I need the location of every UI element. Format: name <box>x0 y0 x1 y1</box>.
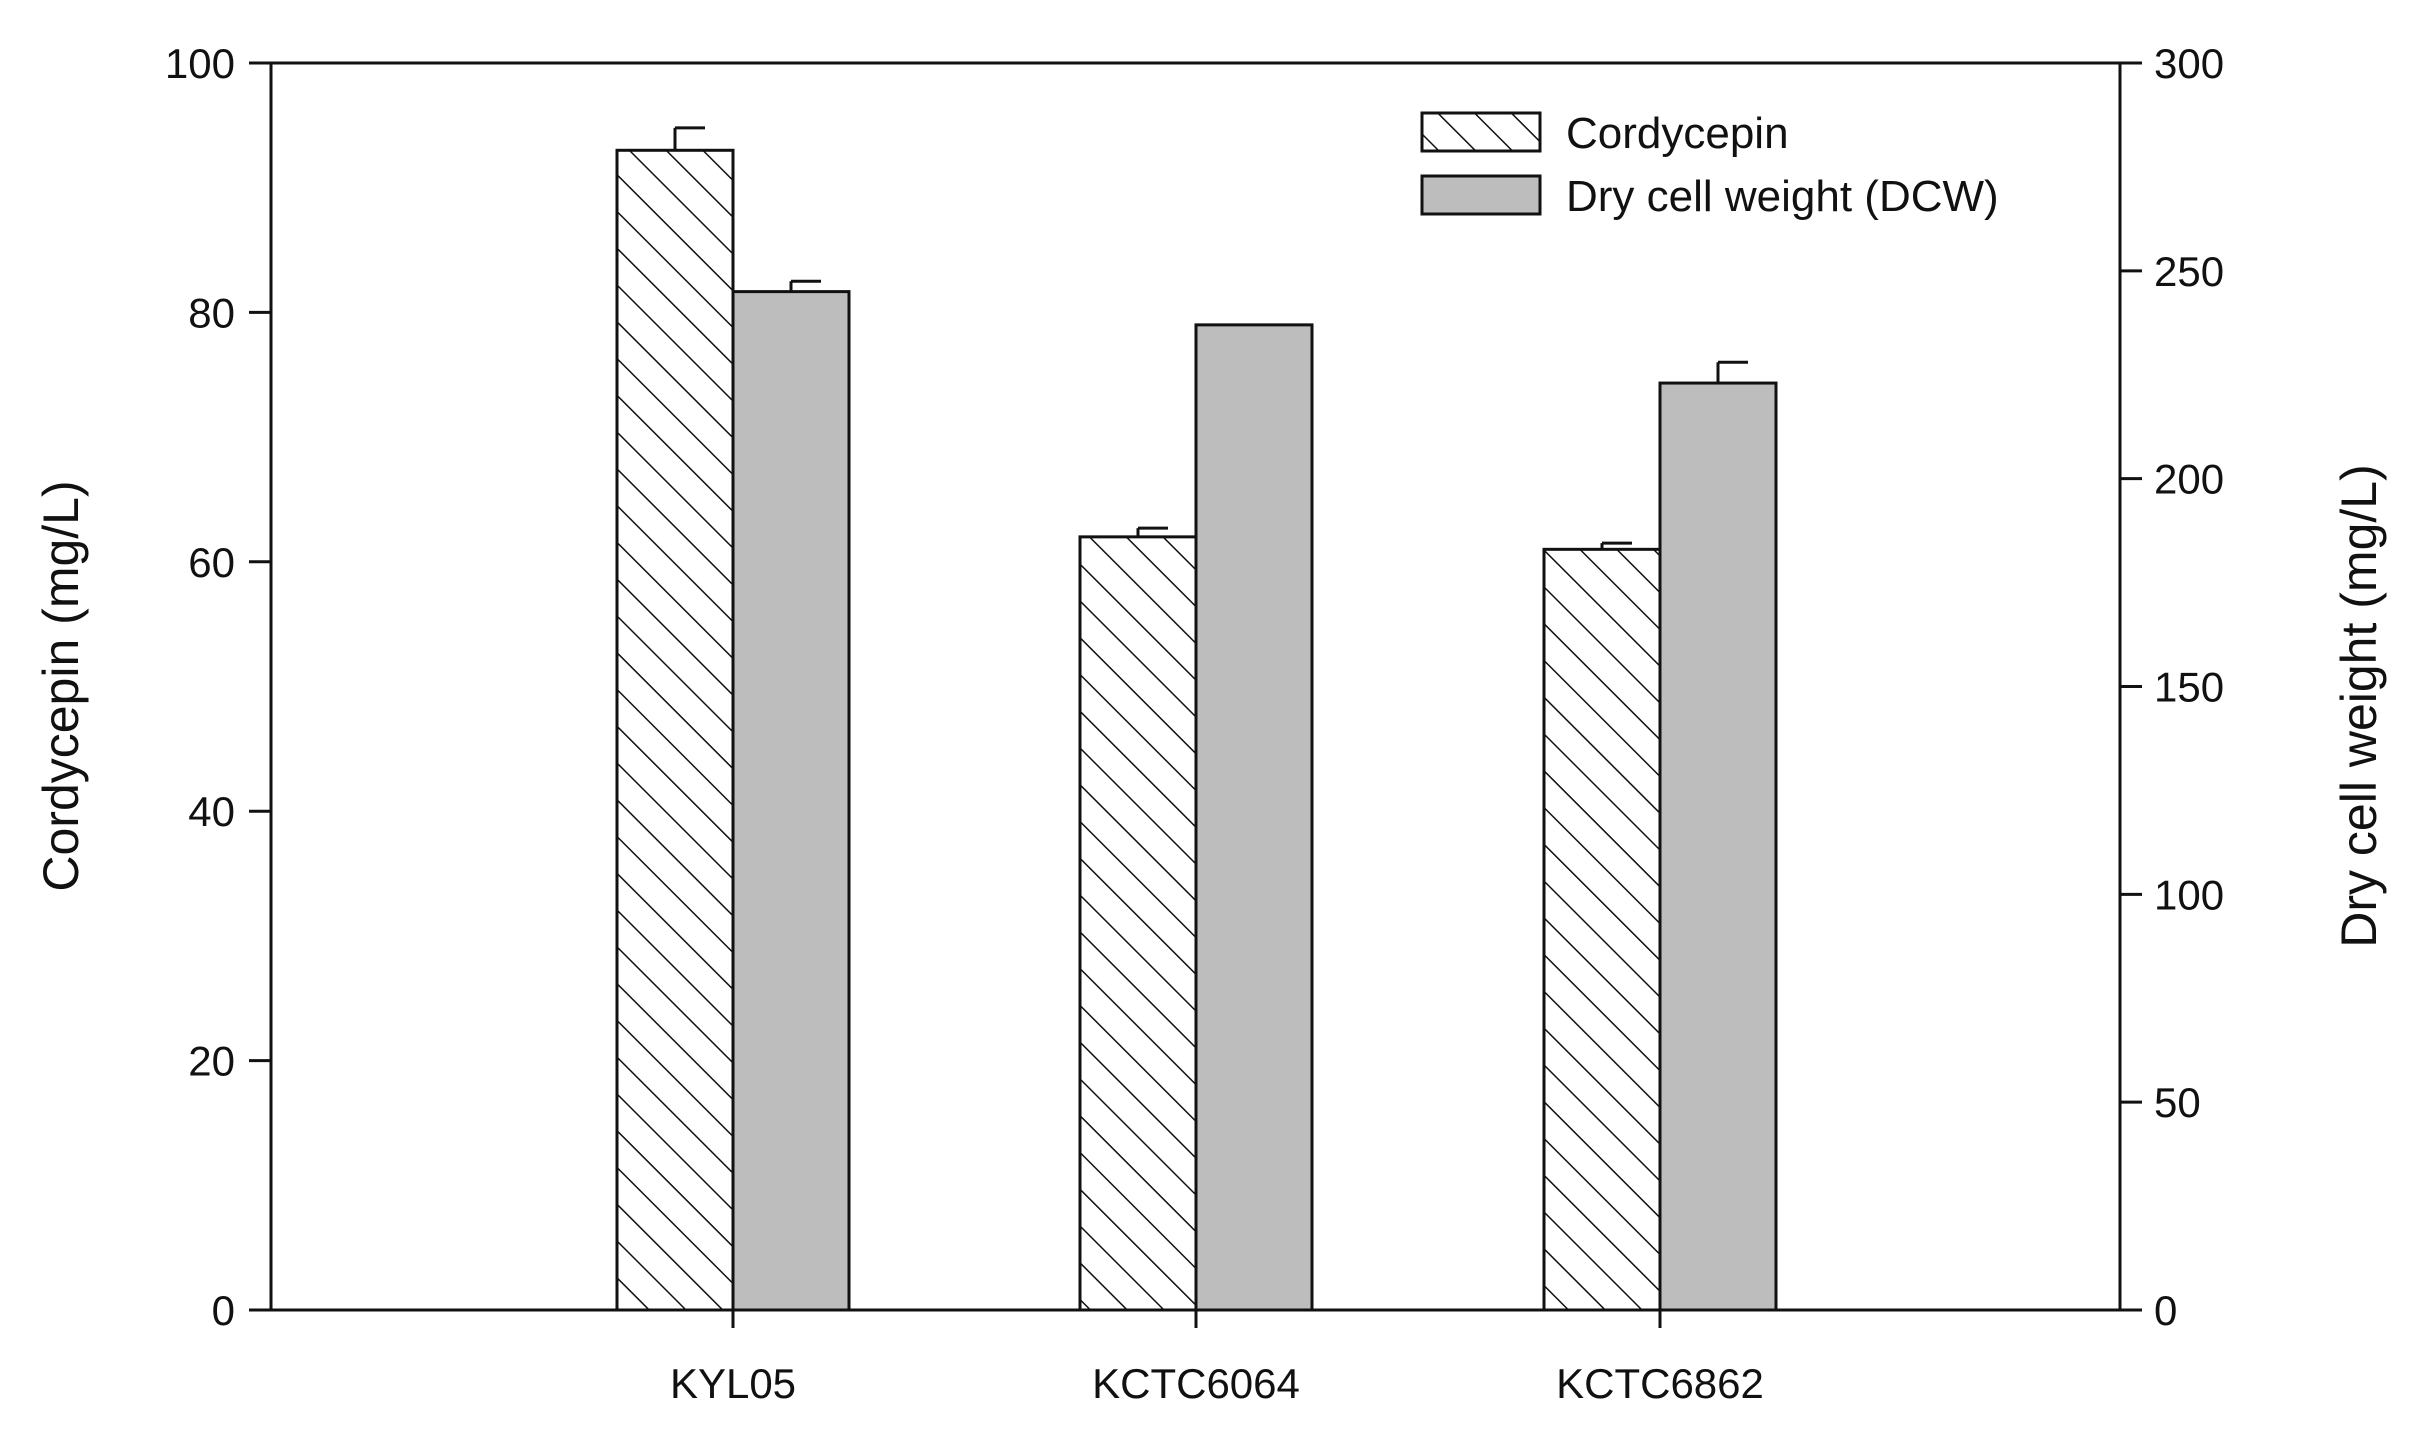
category-label: KYL05 <box>670 1360 796 1407</box>
bar-dcw-kyl05 <box>731 290 851 1312</box>
category-label: KCTC6064 <box>1092 1360 1300 1407</box>
legend-label-dcw: Dry cell weight (DCW) <box>1566 172 1999 221</box>
legend-swatch-cordycepin <box>1420 111 1542 153</box>
bar-cordycepin-kctc6064 <box>1078 535 1198 1312</box>
legend-label-cordycepin: Cordycepin <box>1566 109 1789 158</box>
right-tick-label: 50 <box>2154 1079 2201 1126</box>
left-tick-label: 20 <box>188 1038 235 1085</box>
bar-dcw-kctc6862 <box>1658 381 1778 1312</box>
right-tick-label: 0 <box>2154 1287 2177 1334</box>
right-tick-label: 100 <box>2154 871 2224 918</box>
right-tick-label: 150 <box>2154 664 2224 711</box>
bar-cordycepin-kyl05 <box>615 148 735 1312</box>
right-tick-label: 250 <box>2154 248 2224 295</box>
bar-dcw-kctc6064 <box>1194 323 1314 1312</box>
right-axis-ticks: 0 50 100 150 200 250 300 <box>2120 40 2224 1334</box>
left-tick-label: 60 <box>188 539 235 586</box>
left-tick-label: 0 <box>212 1287 235 1334</box>
category-labels: KYL05 KCTC6064 KCTC6862 <box>670 1310 1764 1407</box>
legend: Cordycepin Dry cell weight (DCW) <box>1420 109 1999 221</box>
right-tick-label: 200 <box>2154 456 2224 503</box>
right-tick-label: 300 <box>2154 40 2224 87</box>
left-tick-label: 80 <box>188 289 235 336</box>
category-label: KCTC6862 <box>1556 1360 1764 1407</box>
bar-cordycepin-kctc6862 <box>1542 547 1662 1312</box>
right-axis-title: Dry cell weight (mg/L) <box>2331 464 2387 947</box>
bars <box>615 126 1778 1312</box>
legend-swatch-dcw <box>1420 174 1542 216</box>
left-axis-title: Cordycepin (mg/L) <box>33 480 89 891</box>
left-axis-ticks: 0 20 40 60 80 100 <box>165 40 271 1334</box>
left-tick-label: 40 <box>188 788 235 835</box>
left-tick-label: 100 <box>165 40 235 87</box>
